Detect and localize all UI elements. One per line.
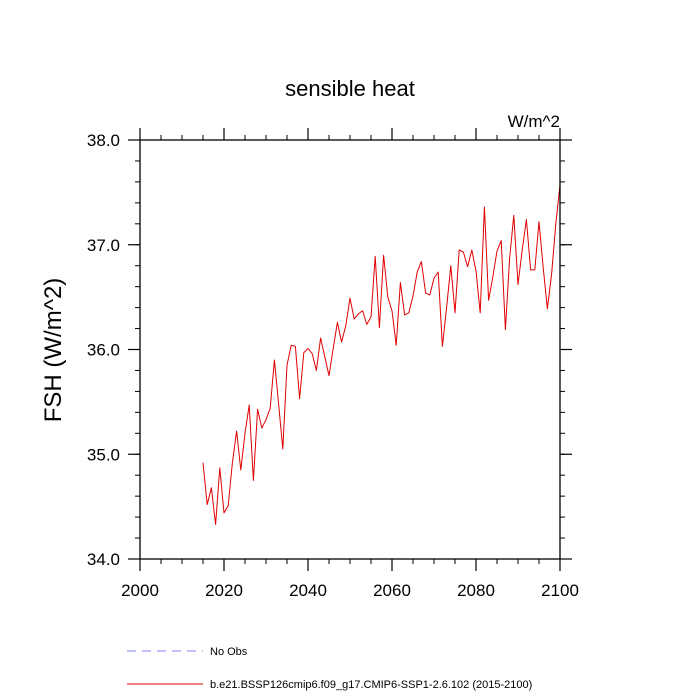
- x-tick-label: 2040: [289, 581, 327, 600]
- y-tick-label: 34.0: [87, 550, 120, 569]
- series-line: [202, 184, 561, 525]
- y-tick-label: 35.0: [87, 445, 120, 464]
- x-tick-label: 2100: [541, 581, 579, 600]
- y-axis-label: FSH (W/m^2): [40, 278, 67, 423]
- x-tick-label: 2080: [457, 581, 495, 600]
- y-tick-label: 37.0: [87, 236, 120, 255]
- x-tick-label: 2000: [121, 581, 159, 600]
- chart-title: sensible heat: [285, 76, 415, 101]
- units-label: W/m^2: [508, 112, 560, 131]
- plot-series: [202, 184, 561, 525]
- legend: No Obs b.e21.BSSP126cmip6.f09_g17.CMIP6-…: [127, 646, 532, 691]
- x-tick-label: 2060: [373, 581, 411, 600]
- legend-label-obs: No Obs: [210, 646, 248, 658]
- y-tick-label: 36.0: [87, 341, 120, 360]
- x-major-ticks: [139, 128, 561, 571]
- legend-label-model: b.e21.BSSP126cmip6.f09_g17.CMIP6-SSP1-2.…: [210, 679, 532, 691]
- plot-frame: [139, 139, 561, 560]
- y-tick-label: 38.0: [87, 131, 120, 150]
- y-major-ticks: [128, 139, 572, 560]
- x-tick-label: 2020: [205, 581, 243, 600]
- x-tick-labels: 2000 2020 2040 2060 2080 2100: [121, 581, 579, 600]
- y-tick-labels: 34.0 35.0 36.0 37.0 38.0: [87, 131, 120, 569]
- y-minor-ticks: [135, 139, 565, 560]
- x-minor-ticks: [139, 135, 561, 564]
